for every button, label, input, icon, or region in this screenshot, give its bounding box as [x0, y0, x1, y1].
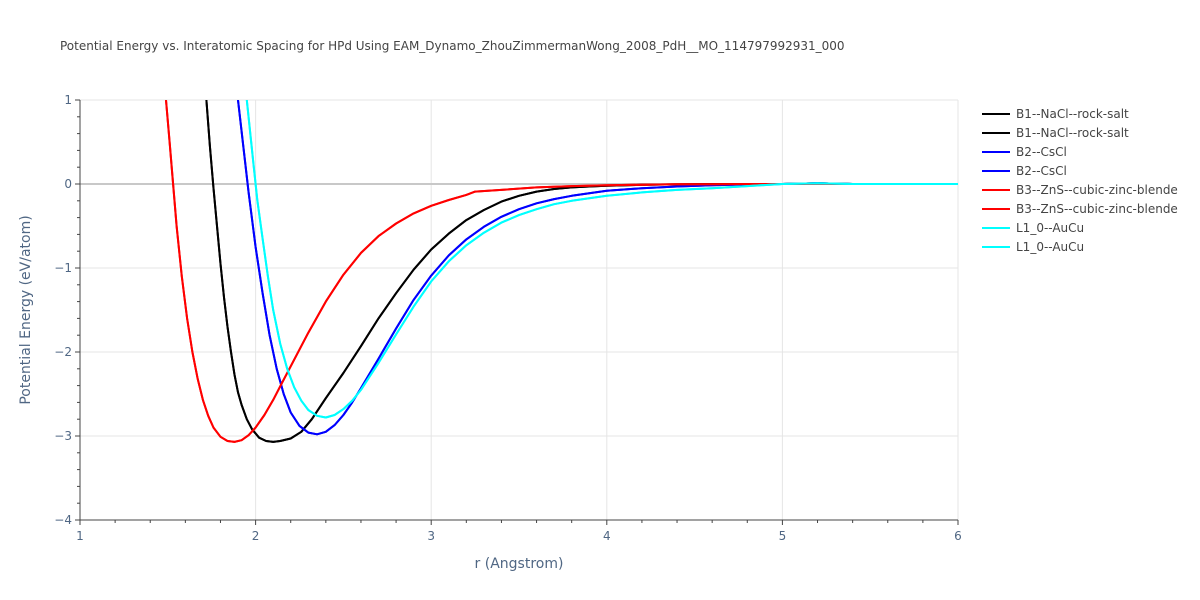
x-tick-label: 1: [76, 529, 84, 543]
legend-item[interactable]: L1_0--AuCu: [982, 221, 1084, 235]
y-tick-labels: −4 −3 −2 −1 0 1: [54, 93, 80, 527]
y-tick-label: −3: [54, 429, 72, 443]
y-tick-label: −4: [54, 513, 72, 527]
legend-label: L1_0--AuCu: [1016, 240, 1084, 254]
y-tick-label: 1: [64, 93, 72, 107]
x-tick-label: 3: [427, 529, 435, 543]
legend-label: L1_0--AuCu: [1016, 221, 1084, 235]
legend-label: B3--ZnS--cubic-zinc-blende: [1016, 183, 1178, 197]
legend-item[interactable]: B3--ZnS--cubic-zinc-blende: [982, 202, 1178, 216]
legend-label: B1--NaCl--rock-salt: [1016, 107, 1129, 121]
y-axis-label: Potential Energy (eV/atom): [18, 215, 34, 404]
legend-label: B1--NaCl--rock-salt: [1016, 126, 1129, 140]
series-line-7: [245, 100, 958, 419]
legend-item[interactable]: L1_0--AuCu: [982, 240, 1084, 254]
legend-item[interactable]: B2--CsCl: [982, 145, 1067, 159]
series-line-5: [165, 100, 958, 443]
legend[interactable]: B1--NaCl--rock-salt B1--NaCl--rock-salt B2…: [982, 107, 1178, 254]
chart-title: Potential Energy vs. Interatomic Spacing…: [60, 39, 845, 53]
x-tick-label: 4: [603, 529, 611, 543]
x-axis-label: r (Angstrom): [475, 556, 564, 572]
x-tick-label: 5: [779, 529, 787, 543]
y-tick-label: −2: [54, 345, 72, 359]
x-tick-label: 2: [252, 529, 260, 543]
legend-label: B2--CsCl: [1016, 164, 1067, 178]
legend-item[interactable]: B1--NaCl--rock-salt: [982, 126, 1129, 140]
legend-item[interactable]: B3--ZnS--cubic-zinc-blende: [982, 183, 1178, 197]
x-tick-label: 6: [954, 529, 962, 543]
axes: [79, 100, 958, 521]
legend-item[interactable]: B2--CsCl: [982, 164, 1067, 178]
series-lines: [165, 100, 958, 443]
y-tick-label: 0: [64, 177, 72, 191]
legend-label: B3--ZnS--cubic-zinc-blende: [1016, 202, 1178, 216]
legend-item[interactable]: B1--NaCl--rock-salt: [982, 107, 1129, 121]
legend-label: B2--CsCl: [1016, 145, 1067, 159]
x-tick-labels: 1 2 3 4 5 6: [76, 520, 962, 543]
y-tick-label: −1: [54, 261, 72, 275]
